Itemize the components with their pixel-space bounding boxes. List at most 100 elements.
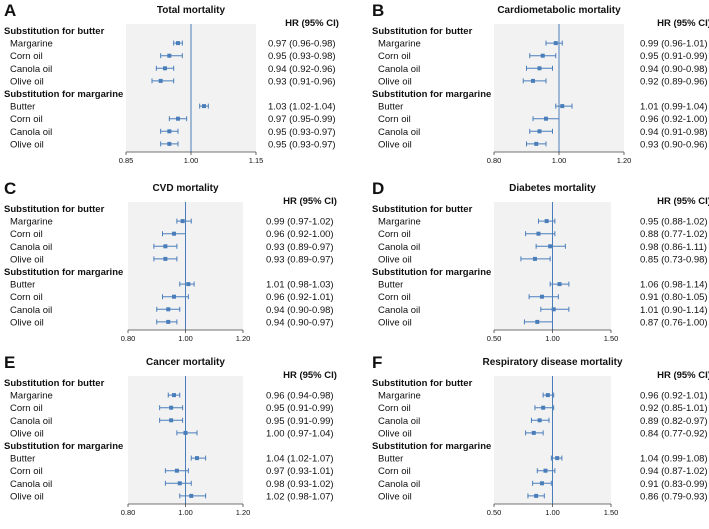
row-label: Margarine <box>378 391 421 402</box>
hr-value: 0.87 (0.76-1.00) <box>640 317 708 328</box>
hr-value: 0.93 (0.89-0.97) <box>266 254 334 265</box>
row-label: Olive oil <box>10 139 44 150</box>
row-label: Butter <box>10 280 35 291</box>
hr-point <box>555 456 560 461</box>
row-label: Corn oil <box>378 51 411 62</box>
row-label: Canola oil <box>10 127 52 138</box>
hr-point <box>158 78 163 83</box>
hr-point <box>167 141 172 146</box>
panel-letter: A <box>4 1 16 20</box>
row-label: Margarine <box>378 39 421 50</box>
panel-title: Total mortality <box>157 5 226 16</box>
row-label: Canola oil <box>10 305 52 316</box>
x-tick-label: 0.85 <box>119 156 134 165</box>
hr-point <box>534 493 539 498</box>
panel-title: Diabetes mortality <box>509 183 596 194</box>
x-tick-label: 1.50 <box>604 508 619 517</box>
hr-point <box>172 294 176 299</box>
row-label: Corn oil <box>10 51 43 62</box>
hr-point <box>543 468 548 473</box>
row-label: Corn oil <box>378 403 411 414</box>
hr-point <box>541 405 546 410</box>
hr-value: 0.84 (0.77-0.92) <box>640 428 708 439</box>
hr-point <box>531 78 535 83</box>
row-label: Butter <box>378 454 403 465</box>
hr-point <box>531 430 536 435</box>
row-label: Corn oil <box>10 292 43 303</box>
hr-point <box>174 468 179 473</box>
hr-value: 1.02 (0.98-1.07) <box>266 491 334 502</box>
hr-value: 0.94 (0.87-1.02) <box>640 466 708 477</box>
row-label: Corn oil <box>10 229 43 240</box>
group-label-butter: Substitution for butter <box>372 378 473 389</box>
group-label-margarine: Substitution for margarine <box>372 441 491 452</box>
hr-value: 0.98 (0.93-1.02) <box>266 479 334 490</box>
hr-value: 0.94 (0.92-0.96) <box>268 64 336 75</box>
hr-point <box>167 129 172 134</box>
hr-column-header: HR (95% CI) <box>283 196 337 207</box>
hr-column-header: HR (95% CI) <box>657 370 709 381</box>
hr-value: 1.03 (1.02-1.04) <box>268 102 336 113</box>
row-label: Corn oil <box>10 114 43 125</box>
row-label: Margarine <box>10 39 53 50</box>
row-label: Corn oil <box>378 292 411 303</box>
hr-value: 0.99 (0.96-1.01) <box>640 39 708 50</box>
hr-point <box>180 219 185 224</box>
group-label-butter: Substitution for butter <box>372 204 473 215</box>
hr-point <box>163 244 168 249</box>
hr-value: 0.93 (0.89-0.97) <box>266 242 334 253</box>
panel-letter: E <box>4 353 15 372</box>
hr-value: 1.00 (0.97-1.04) <box>266 428 334 439</box>
hr-point <box>553 41 558 46</box>
row-label: Olive oil <box>10 317 44 328</box>
x-tick-label: 1.00 <box>184 156 199 165</box>
hr-value: 0.94 (0.90-0.98) <box>640 64 708 75</box>
hr-point <box>172 231 176 236</box>
group-label-margarine: Substitution for margarine <box>4 441 123 452</box>
hr-value: 0.96 (0.92-1.00) <box>266 229 334 240</box>
panel-title: CVD mortality <box>152 183 219 194</box>
row-label: Canola oil <box>378 416 420 427</box>
hr-value: 0.86 (0.79-0.93) <box>640 491 708 502</box>
row-label: Olive oil <box>378 491 412 502</box>
x-tick-label: 1.20 <box>236 508 251 517</box>
panel-title: Cardiometabolic mortality <box>497 5 621 16</box>
row-label: Margarine <box>10 217 53 228</box>
hr-value: 0.95 (0.93-0.97) <box>268 139 336 150</box>
row-label: Canola oil <box>10 479 52 490</box>
row-label: Corn oil <box>378 466 411 477</box>
hr-point <box>166 307 171 312</box>
hr-point <box>189 493 194 498</box>
hr-value: 1.01 (0.99-1.04) <box>640 102 708 113</box>
hr-value: 1.01 (0.98-1.03) <box>266 280 334 291</box>
hr-value: 0.91 (0.83-0.99) <box>640 479 708 490</box>
hr-point <box>183 430 188 435</box>
x-tick-label: 0.80 <box>121 334 136 343</box>
hr-value: 1.04 (1.02-1.07) <box>266 454 334 465</box>
x-tick-label: 1.20 <box>617 156 632 165</box>
x-tick-label: 1.00 <box>178 334 193 343</box>
row-label: Corn oil <box>378 114 411 125</box>
hr-point <box>551 307 556 312</box>
group-label-butter: Substitution for butter <box>4 204 105 215</box>
x-tick-label: 0.80 <box>121 508 136 517</box>
panel-letter: B <box>372 1 384 20</box>
group-label-margarine: Substitution for margarine <box>4 89 123 100</box>
panel-c: C CVD mortality HR (95% CI) Substitution fo… <box>4 179 337 343</box>
panel-letter: C <box>4 179 16 198</box>
hr-value: 1.04 (0.99-1.08) <box>640 454 708 465</box>
hr-value: 0.97 (0.95-0.99) <box>268 114 336 125</box>
hr-point <box>176 116 180 121</box>
hr-point <box>539 294 544 299</box>
hr-point <box>172 393 176 398</box>
hr-point <box>545 393 550 398</box>
hr-point <box>557 282 562 287</box>
row-label: Canola oil <box>10 242 52 253</box>
hr-value: 0.95 (0.93-0.98) <box>268 51 336 62</box>
row-label: Olive oil <box>10 254 44 265</box>
hr-value: 0.95 (0.91-0.99) <box>640 51 708 62</box>
panel-e: E Cancer mortality HR (95% CI) Substitution… <box>4 353 337 517</box>
hr-value: 0.93 (0.91-0.96) <box>268 76 336 87</box>
hr-point <box>186 282 191 287</box>
